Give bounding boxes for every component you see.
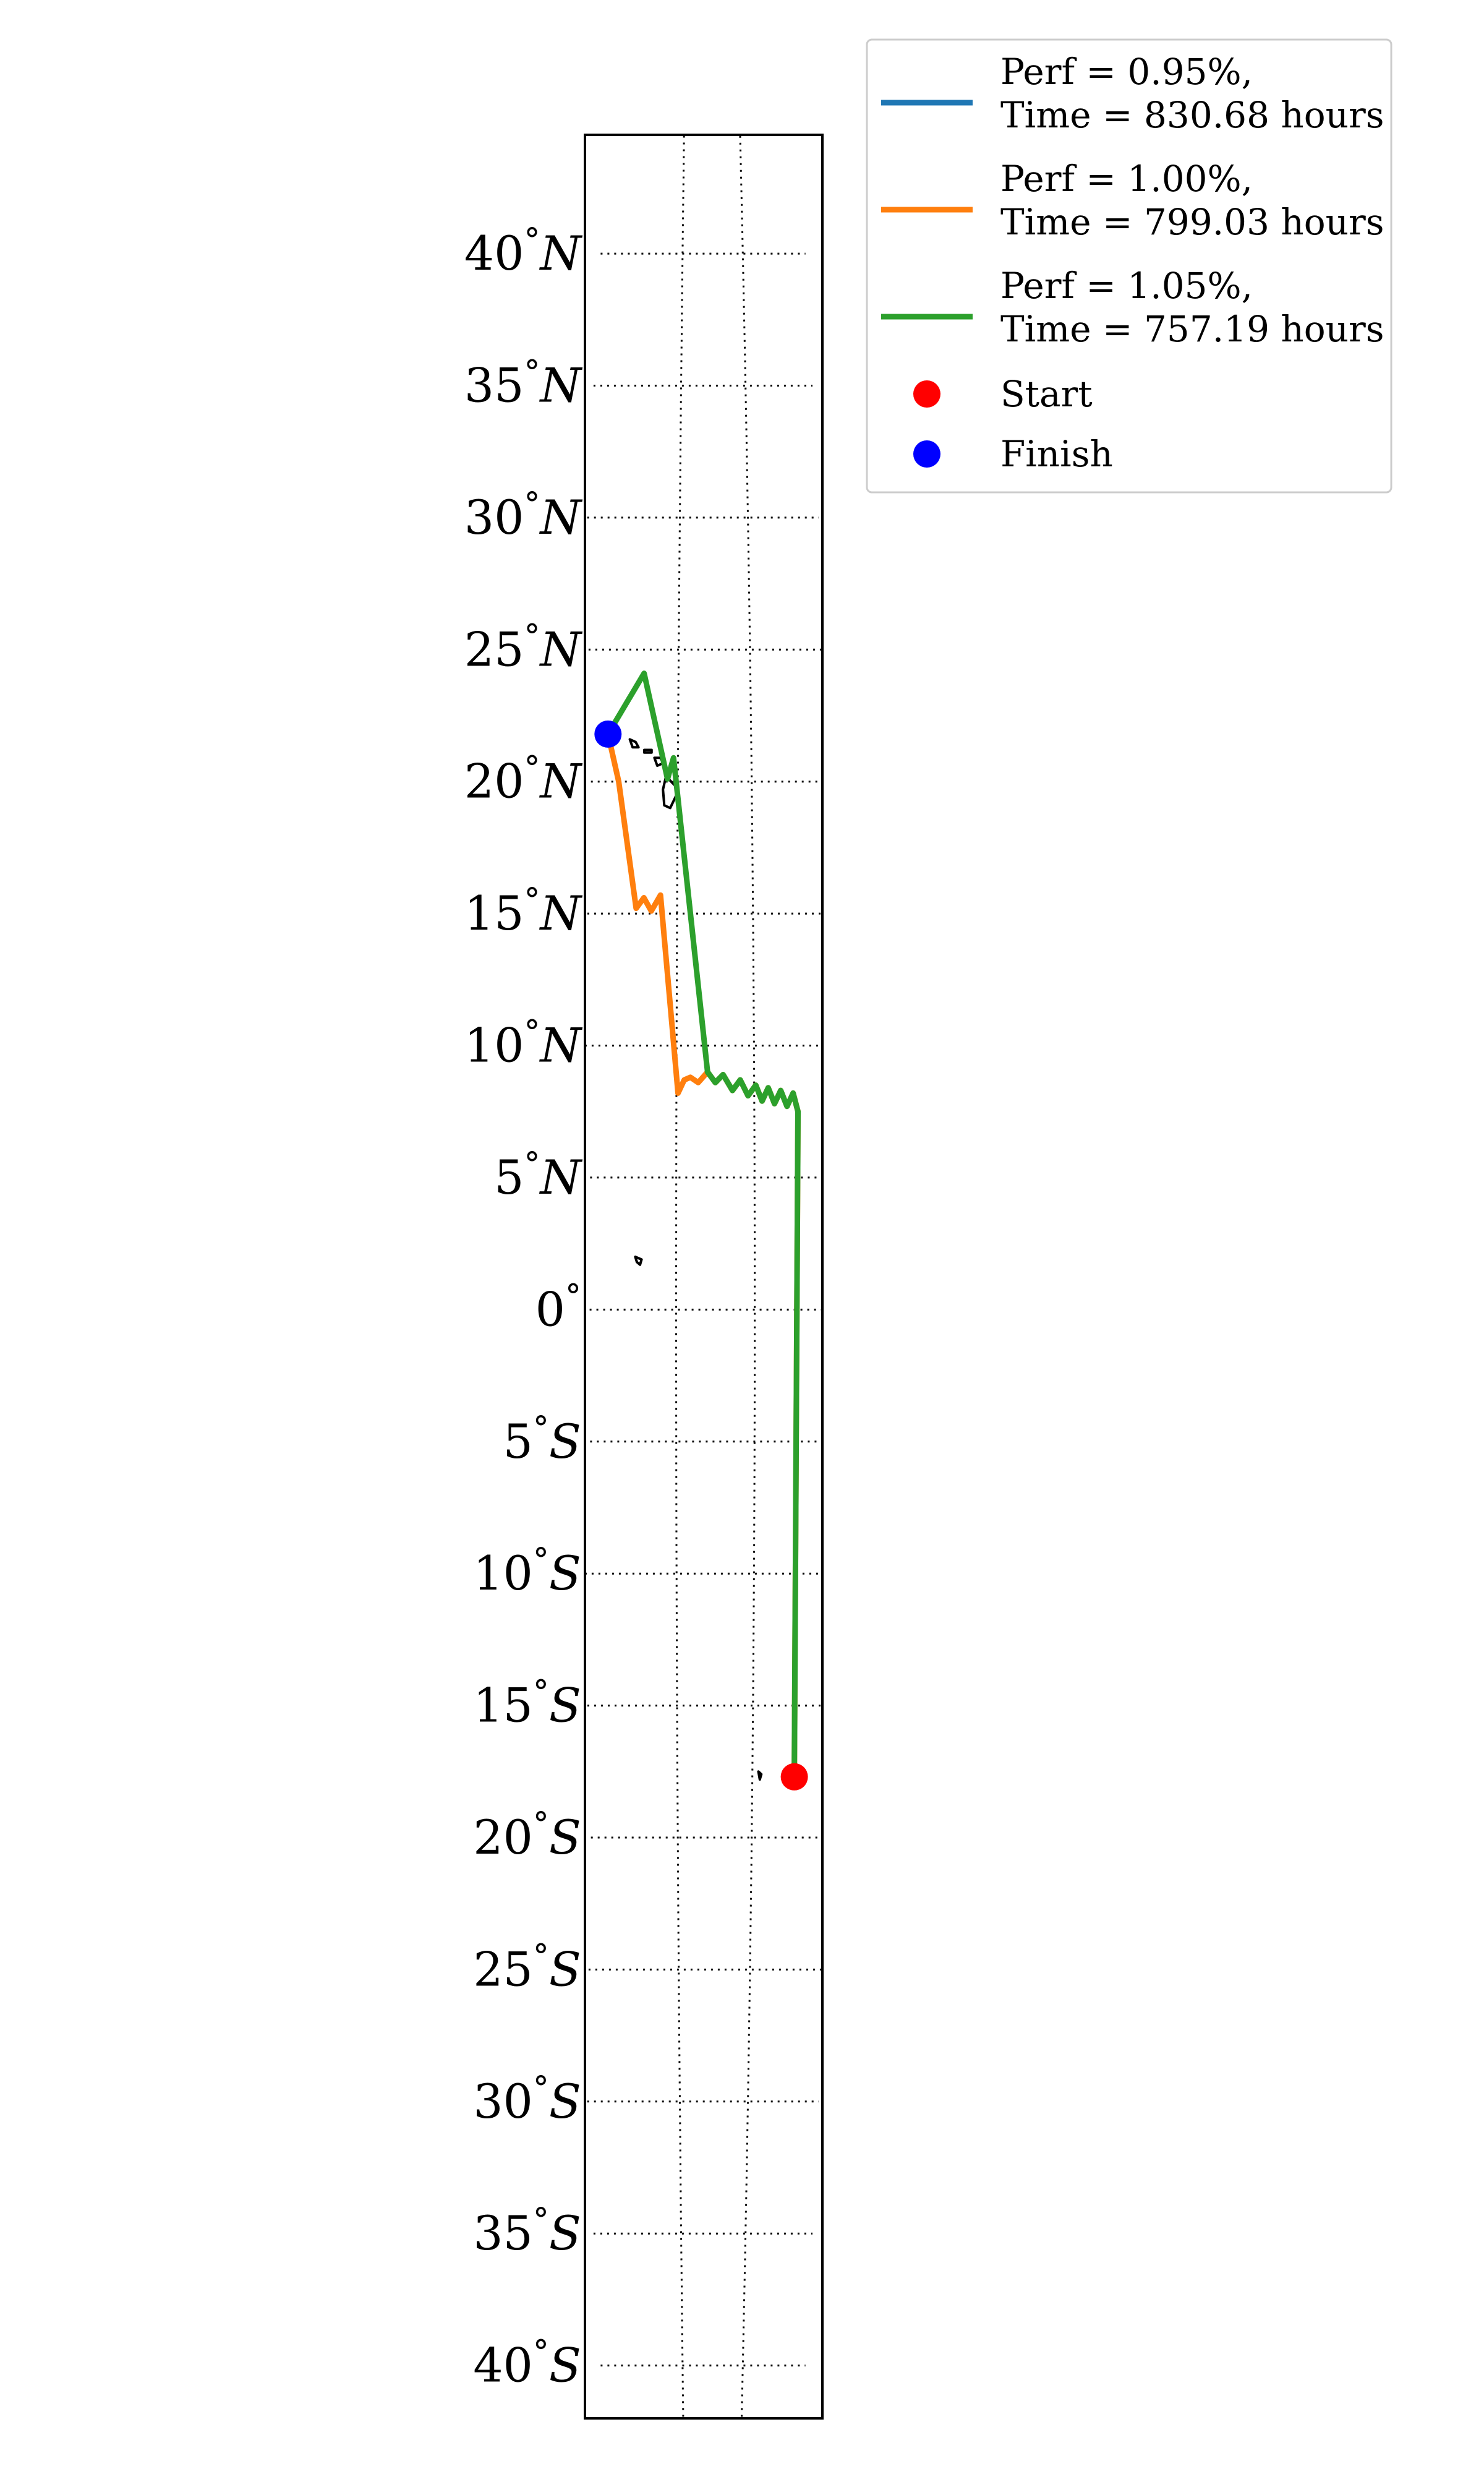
legend-sublabel: Time = 799.03 hours [1000,201,1384,243]
finish-marker [594,720,622,748]
coastline-oahu [628,738,640,749]
lat-label: 5°N [494,1146,582,1205]
legend-finish-dot [913,440,940,468]
lat-label: 5°S [503,1410,581,1469]
legend: Perf = 0.95%,Time = 830.68 hours Perf = 1… [866,38,1392,494]
lat-label: 15°N [464,882,583,941]
legend-finish-label: Finish [1000,433,1113,475]
start-marker [780,1763,808,1791]
markers [594,720,808,1791]
coastline-molokai [642,748,653,754]
lat-label: 15°S [473,1674,581,1733]
legend-label: Perf = 1.00%, [1000,158,1253,200]
lat-label: 25°N [464,618,583,677]
lat-label: 20°S [473,1806,581,1865]
legend-sublabel: Time = 830.68 hours [1000,94,1384,136]
lat-label: 20°N [464,750,583,809]
legend-start-label: Start [1000,373,1093,415]
legend-box [866,38,1392,494]
legend-sublabel: Time = 757.19 hours [1000,308,1384,350]
lat-label: 25°S [473,1938,581,1997]
coastline-kiritimati [634,1256,643,1266]
legend-start-dot [913,380,940,408]
lat-label: 40°S [473,2334,581,2393]
graticule [585,135,822,2418]
route-line-1 [605,731,801,1780]
lat-label: 35°N [464,354,583,413]
legend-label: Perf = 0.95%, [1000,51,1253,93]
map-frame [584,134,824,2420]
coastline-tahiti [757,1770,763,1781]
lat-label: 0° [535,1278,581,1337]
lat-label: 10°N [464,1014,583,1073]
lat-label: 40°N [464,222,583,281]
route-line-2 [605,670,801,1780]
latitude-labels: 40°N 35°N 30°N 25°N 20°N 15°N 10°N 5°N 0° 5°S 10°S… [464,222,583,2393]
legend-label: Perf = 1.05%, [1000,265,1253,307]
lat-label: 30°N [464,486,583,545]
routes [605,670,801,1780]
lat-label: 30°S [473,2070,581,2129]
lat-label: 35°S [473,2202,581,2261]
meridian-line [675,135,685,2418]
meridian-line [739,135,756,2418]
lat-label: 10°S [473,1542,581,1601]
